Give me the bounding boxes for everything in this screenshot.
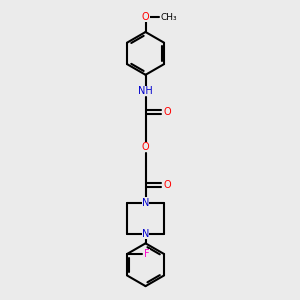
Text: O: O — [142, 142, 149, 152]
Text: F: F — [144, 249, 150, 259]
Text: NH: NH — [138, 86, 153, 96]
Text: CH₃: CH₃ — [160, 13, 177, 22]
Text: O: O — [163, 107, 171, 117]
Text: N: N — [142, 229, 149, 238]
Text: N: N — [142, 198, 149, 208]
Text: O: O — [142, 12, 149, 22]
Text: O: O — [163, 180, 171, 190]
